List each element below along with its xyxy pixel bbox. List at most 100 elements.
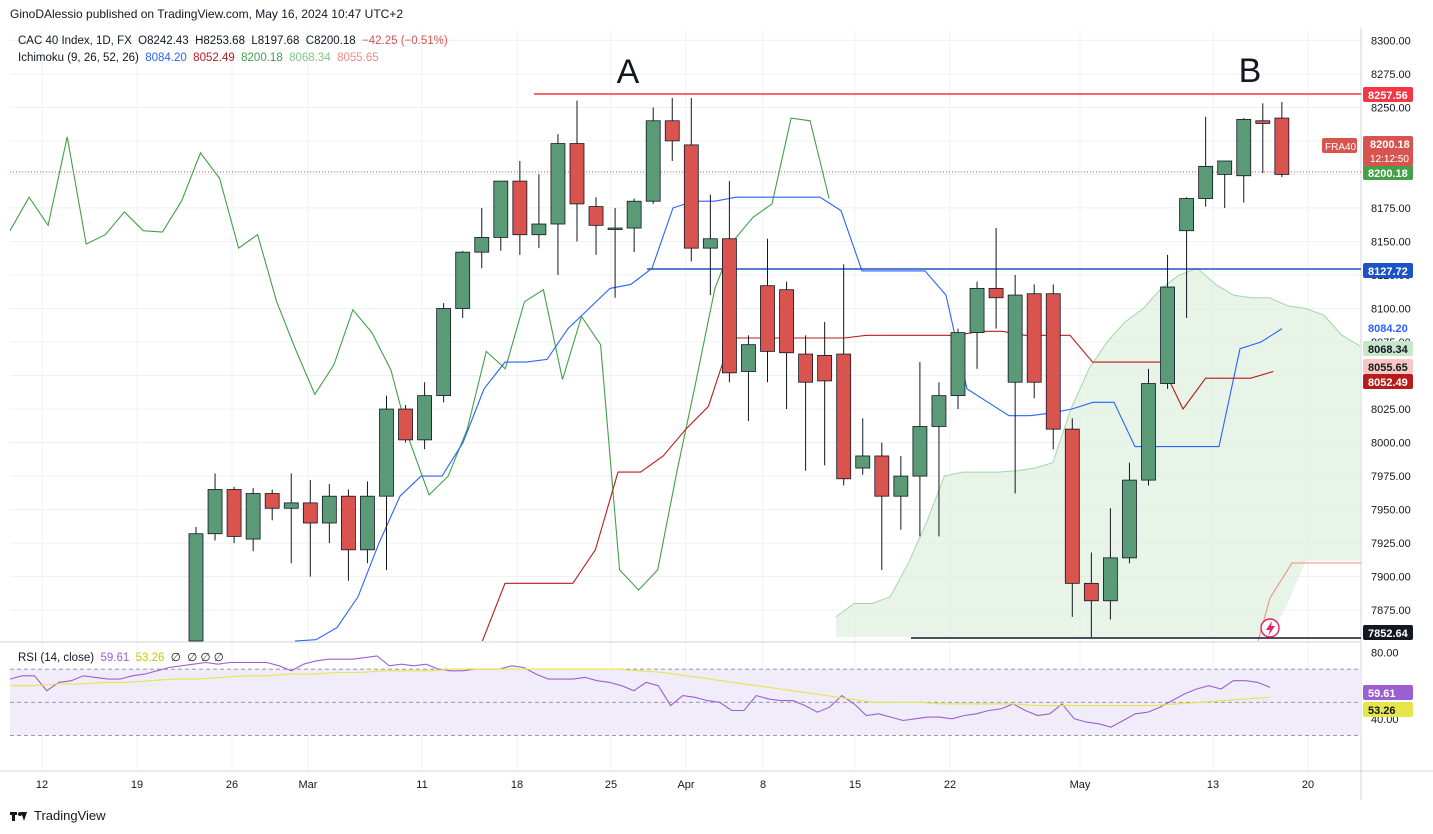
time-tick-label: 18 [511, 779, 523, 791]
marker-current-symbol-bg [1322, 138, 1357, 153]
price-tick-label: 8000.00 [1371, 438, 1411, 450]
lead-span-a [835, 267, 1361, 618]
marker-conversion-text: 8084.20 [1368, 323, 1408, 335]
candle-body [245, 493, 261, 540]
candle-body [836, 353, 852, 480]
time-tick-label: 11 [416, 779, 427, 791]
footer-brand: TradingView [34, 808, 106, 823]
candle [188, 527, 204, 642]
marker-rsi-text: 59.61 [1368, 688, 1396, 700]
candle-body [664, 120, 680, 142]
candle-body [645, 120, 661, 202]
price-tick-label: 7925.00 [1371, 538, 1411, 550]
price-tick-label: 7875.00 [1371, 605, 1411, 617]
marker-base-text: 8052.49 [1368, 377, 1408, 389]
candle [988, 228, 1004, 329]
candle-body [264, 493, 280, 509]
rsi-pane [9, 655, 1361, 736]
marker-lead-b-text: 8055.65 [1368, 362, 1408, 374]
price-markers: 8257.56 8127.72 7852.64 8200.18 8084.20 8068.… [1260, 87, 1413, 717]
candle [683, 97, 699, 262]
candle [1103, 508, 1118, 620]
flash-icon [1260, 618, 1280, 638]
lead-span-b [1257, 562, 1361, 642]
marker-resistance-text: 8257.56 [1368, 90, 1408, 102]
base-line [481, 330, 1274, 642]
candle [817, 321, 833, 466]
cloud-fill [836, 268, 1360, 637]
candle-body [455, 251, 471, 309]
candle-body [1045, 293, 1061, 430]
price-tick-label: 8300.00 [1371, 35, 1411, 47]
candle [1083, 552, 1099, 637]
candle [340, 489, 356, 581]
ohlc-close: 8200.18 [314, 35, 356, 47]
candle [226, 486, 242, 544]
time-tick-label: Apr [677, 779, 694, 791]
candle-body [493, 180, 509, 238]
candle [398, 405, 413, 443]
candle-body [683, 144, 699, 249]
candle [531, 174, 547, 249]
candle [569, 100, 585, 242]
marker-support-bg [1363, 263, 1413, 278]
publisher-line: GinoDAlessio published on TradingView.co… [10, 7, 404, 21]
candle [874, 442, 890, 570]
candle-body [1255, 120, 1271, 124]
ohlc-change: −42.25 (−0.51%) [362, 35, 448, 47]
marker-low-text: 7852.64 [1368, 628, 1409, 640]
candle-body [474, 237, 490, 253]
candle [1160, 254, 1175, 389]
candle-body [1160, 286, 1175, 384]
ohlc-low: 8197.68 [257, 35, 300, 47]
candle [1198, 116, 1214, 207]
candle-body [417, 395, 433, 441]
candle [779, 281, 794, 410]
candle-body [207, 489, 223, 535]
candle [1007, 274, 1023, 494]
marker-lead-b-bg [1363, 359, 1413, 374]
candle [1045, 284, 1061, 450]
candle-body [398, 408, 413, 441]
candle-body [588, 206, 604, 226]
candle-body [855, 455, 871, 469]
footer: TradingView [10, 808, 106, 823]
price-tick-label: 8150.00 [1371, 236, 1411, 248]
candle-body [779, 289, 794, 354]
lagging-span-line [9, 117, 830, 591]
candle [1255, 103, 1271, 174]
candle [1026, 284, 1042, 399]
candle-body [550, 143, 566, 225]
candle [969, 281, 985, 369]
marker-current-value: 8200.18 [1370, 139, 1410, 151]
price-tick-label: 8025.00 [1371, 404, 1411, 416]
candle [302, 480, 318, 577]
candle-body [626, 200, 642, 229]
candle-body [226, 489, 242, 537]
candle [893, 455, 909, 530]
candle-body [874, 455, 890, 497]
rsi-value: 59.61 [100, 652, 130, 664]
marker-low: 7852.64 [1363, 625, 1413, 640]
candle-body [1217, 160, 1233, 175]
candle-body [607, 227, 623, 230]
candle-body [360, 495, 375, 551]
candle-body [302, 502, 318, 524]
marker-lead-a-bg [1363, 341, 1413, 356]
candle [1236, 118, 1252, 203]
candle-body [760, 285, 775, 352]
time-tick-label: 22 [944, 779, 956, 791]
time-tick-label: 8 [760, 779, 766, 791]
ichimoku-legend: Ichimoku (9, 26, 52, 26) 8084.20 8052.49… [18, 52, 379, 64]
candle-body [1274, 117, 1290, 175]
ichimoku-base-value: 8052.49 [193, 52, 235, 64]
time-tick-label: 19 [131, 779, 143, 791]
ichimoku-conversion-value: 8084.20 [145, 52, 187, 64]
candle [1179, 197, 1194, 318]
candle-body [1083, 582, 1099, 602]
ohlc-high: 8253.68 [203, 35, 245, 47]
marker-lagging: 8200.18 [1363, 165, 1413, 180]
time-tick-label: 25 [605, 779, 617, 791]
candle [455, 250, 471, 318]
